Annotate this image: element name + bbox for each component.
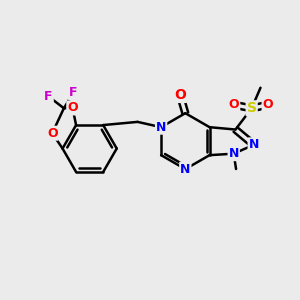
Text: N: N bbox=[180, 163, 190, 176]
Text: O: O bbox=[229, 98, 239, 111]
Text: F: F bbox=[69, 86, 77, 99]
Text: N: N bbox=[248, 138, 259, 151]
Text: F: F bbox=[44, 90, 53, 103]
Text: O: O bbox=[262, 98, 273, 111]
Text: O: O bbox=[174, 88, 186, 102]
Text: N: N bbox=[156, 121, 166, 134]
Text: O: O bbox=[47, 127, 58, 140]
Text: N: N bbox=[229, 147, 239, 160]
Text: S: S bbox=[247, 101, 257, 115]
Text: O: O bbox=[67, 101, 78, 115]
